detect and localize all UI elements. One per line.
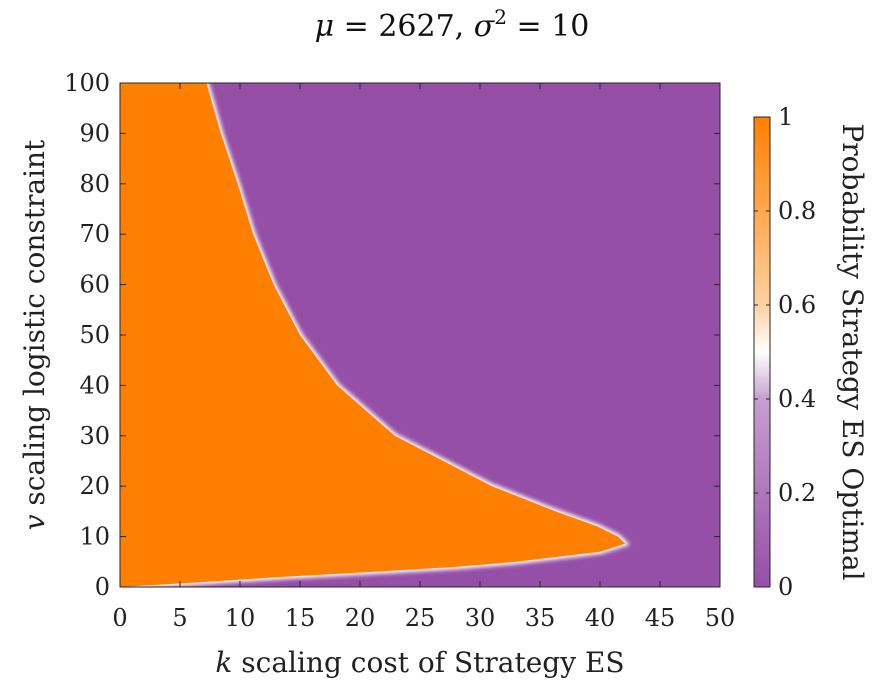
colorbar-label: Probability Strategy ES Optimal	[836, 123, 869, 580]
y-tick-label: 70	[79, 220, 110, 248]
title-mu: μ	[315, 9, 335, 44]
colorbar-tick-label: 0	[778, 573, 793, 601]
y-axis-label: v scaling logistic constraint	[18, 139, 51, 530]
title-mu-value: = 2627,	[334, 9, 474, 44]
x-tick-label: 10	[225, 604, 256, 632]
x-tick-label: 45	[645, 604, 676, 632]
colorbar-axis: 0 0.2 0.4 0.6 0.8 1	[754, 103, 816, 601]
colorbar-tick-label: 0.8	[778, 197, 816, 225]
heatmap-plot-area	[120, 83, 720, 587]
x-tick-label: 15	[285, 604, 316, 632]
x-tick-label: 20	[345, 604, 376, 632]
colorbar-tick-label: 1	[778, 103, 793, 131]
y-tick-label: 90	[79, 119, 110, 147]
y-tick-label: 50	[79, 321, 110, 349]
y-tick-label: 10	[79, 523, 110, 551]
x-axis-label-text: scaling cost of Strategy ES	[232, 646, 624, 679]
y-tick-label: 60	[79, 271, 110, 299]
heatmap-region-high	[120, 83, 626, 587]
x-axis: 0 5 10 15 20 25 30 35 40 45 50	[112, 83, 735, 632]
x-axis-label: k scaling cost of Strategy ES	[215, 646, 624, 679]
x-tick-label: 40	[585, 604, 616, 632]
chart-title: μ = 2627, σ2 = 10	[315, 5, 590, 44]
x-tick-label: 25	[405, 604, 436, 632]
x-tick-label: 5	[172, 604, 187, 632]
x-tick-label: 30	[465, 604, 496, 632]
y-tick-label: 40	[79, 371, 110, 399]
y-tick-label: 30	[79, 422, 110, 450]
y-tick-label: 20	[79, 472, 110, 500]
y-tick-label: 100	[64, 69, 110, 97]
x-tick-label: 50	[705, 604, 736, 632]
x-tick-label: 35	[525, 604, 556, 632]
colorbar-tick-label: 0.2	[778, 479, 816, 507]
colorbar-tick-label: 0.6	[778, 291, 816, 319]
y-axis-variable: v	[18, 514, 51, 530]
y-tick-label: 0	[95, 573, 110, 601]
y-tick-label: 80	[79, 170, 110, 198]
x-axis-variable: k	[215, 646, 232, 679]
title-sigma: σ	[474, 9, 496, 44]
title-sigma-value: = 10	[507, 9, 589, 44]
colorbar	[753, 116, 771, 588]
title-sigma-exponent: 2	[494, 5, 507, 29]
x-tick-label: 0	[112, 604, 127, 632]
y-axis-label-text: scaling logistic constraint	[18, 139, 51, 515]
y-axis: 0 10 20 30 40 50 60 70 80 90 100	[64, 69, 720, 601]
colorbar-tick-label: 0.4	[778, 385, 816, 413]
